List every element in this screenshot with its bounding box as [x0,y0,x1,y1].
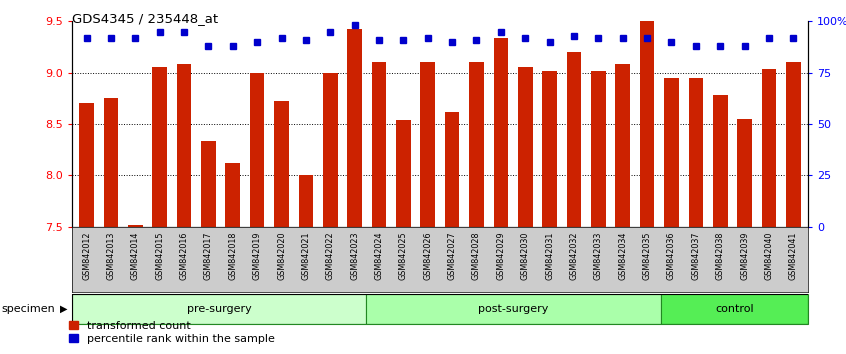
Text: GSM842029: GSM842029 [497,232,505,280]
Bar [689,78,703,227]
Bar [250,73,265,227]
Bar [366,294,661,324]
Bar [786,62,800,227]
Text: GSM842021: GSM842021 [301,232,310,280]
Bar [664,78,678,227]
Text: GSM842035: GSM842035 [643,232,651,280]
Text: GSM842032: GSM842032 [569,232,579,280]
Bar [128,224,143,227]
Bar [493,38,508,227]
Text: specimen: specimen [2,304,56,314]
Bar [371,62,387,227]
Text: GSM842038: GSM842038 [716,232,725,280]
Text: GSM842031: GSM842031 [545,232,554,280]
Bar [225,163,240,227]
Bar [323,73,338,227]
Bar [274,101,288,227]
Bar [72,294,366,324]
Text: GSM842025: GSM842025 [398,232,408,280]
Bar [396,120,410,227]
Bar [661,294,808,324]
Text: GSM842023: GSM842023 [350,232,359,280]
Bar [80,103,94,227]
Bar [761,69,777,227]
Text: GSM842012: GSM842012 [82,232,91,280]
Text: GSM842022: GSM842022 [326,232,335,280]
Text: GSM842016: GSM842016 [179,232,189,280]
Bar [201,141,216,227]
Text: GSM842017: GSM842017 [204,232,213,280]
Bar [640,21,655,227]
Bar [299,175,313,227]
Text: GSM842020: GSM842020 [277,232,286,280]
Text: GSM842028: GSM842028 [472,232,481,280]
Legend: transformed count, percentile rank within the sample: transformed count, percentile rank withi… [69,321,275,344]
Text: GSM842024: GSM842024 [375,232,383,280]
Text: GSM842034: GSM842034 [618,232,627,280]
Bar [567,52,581,227]
Text: post-surgery: post-surgery [478,304,549,314]
Text: pre-surgery: pre-surgery [187,304,251,314]
Text: GSM842036: GSM842036 [667,232,676,280]
Bar [470,62,484,227]
Bar [737,119,752,227]
Bar [152,67,167,227]
Text: GSM842041: GSM842041 [788,232,798,280]
Text: GSM842040: GSM842040 [765,232,773,280]
Bar [348,29,362,227]
Text: GSM842026: GSM842026 [423,232,432,280]
Text: GSM842014: GSM842014 [131,232,140,280]
Bar [177,64,191,227]
Text: GSM842039: GSM842039 [740,232,749,280]
Text: control: control [715,304,754,314]
Text: GSM842019: GSM842019 [253,232,261,280]
Bar [518,67,532,227]
Bar [615,64,630,227]
Bar [420,62,435,227]
Bar [713,95,728,227]
Text: GSM842030: GSM842030 [521,232,530,280]
Text: GSM842027: GSM842027 [448,232,457,280]
Text: GSM842013: GSM842013 [107,232,115,280]
Text: GSM842018: GSM842018 [228,232,237,280]
Text: GSM842037: GSM842037 [691,232,700,280]
Text: ▶: ▶ [60,304,68,314]
Bar [445,112,459,227]
Bar [591,70,606,227]
Bar [542,70,557,227]
Text: GSM842015: GSM842015 [155,232,164,280]
Bar [103,98,118,227]
Text: GDS4345 / 235448_at: GDS4345 / 235448_at [72,12,218,25]
Text: GSM842033: GSM842033 [594,232,603,280]
